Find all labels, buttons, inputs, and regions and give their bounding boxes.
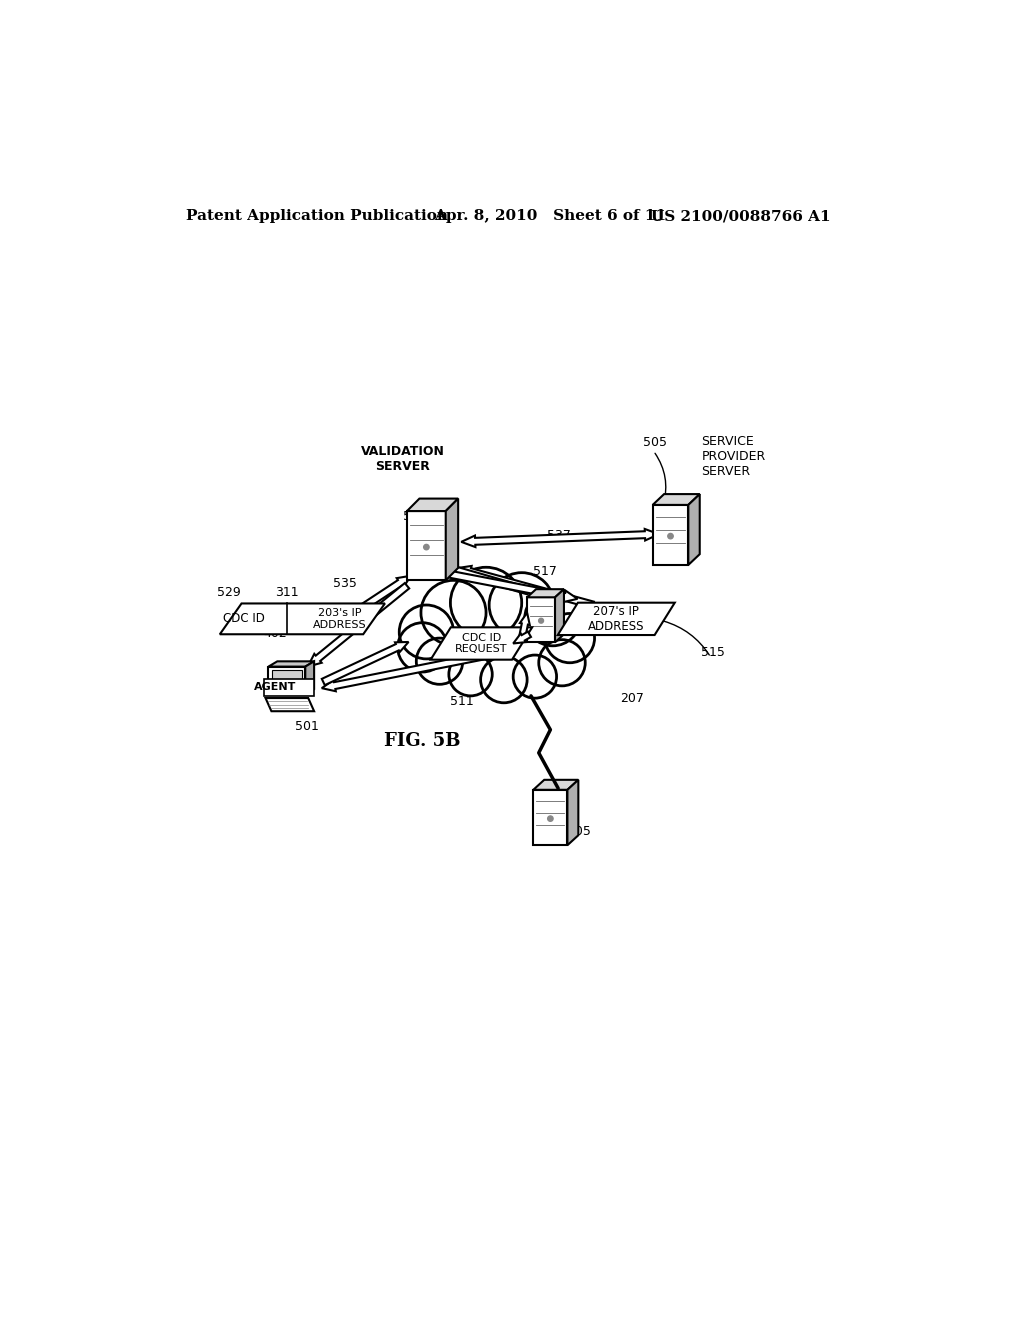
Polygon shape — [513, 631, 531, 644]
Text: 205: 205 — [567, 825, 591, 838]
Polygon shape — [322, 642, 409, 685]
Polygon shape — [431, 627, 532, 660]
Polygon shape — [347, 576, 411, 619]
Text: 207's IP
ADDRESS: 207's IP ADDRESS — [588, 605, 644, 632]
Text: CDC ID
REQUEST: CDC ID REQUEST — [455, 632, 508, 655]
Polygon shape — [652, 494, 699, 506]
Text: VALIDATION
SERVER: VALIDATION SERVER — [360, 445, 444, 473]
Polygon shape — [268, 661, 314, 667]
Text: SERVICE
PROVIDER
SERVER: SERVICE PROVIDER SERVER — [701, 436, 766, 478]
Bar — [263, 678, 314, 696]
Polygon shape — [527, 589, 564, 598]
Text: 505: 505 — [643, 437, 668, 449]
Circle shape — [539, 640, 586, 686]
Text: 537: 537 — [547, 529, 570, 543]
Text: 203's IP
ADDRESS: 203's IP ADDRESS — [312, 609, 367, 630]
Text: 501: 501 — [295, 721, 318, 734]
Circle shape — [451, 568, 521, 638]
Polygon shape — [652, 506, 688, 565]
Text: Apr. 8, 2010   Sheet 6 of 11: Apr. 8, 2010 Sheet 6 of 11 — [434, 209, 667, 223]
Circle shape — [421, 581, 486, 645]
Text: US 2100/0088766 A1: US 2100/0088766 A1 — [651, 209, 830, 223]
Circle shape — [668, 533, 673, 539]
Polygon shape — [423, 624, 569, 671]
Text: FIG. 5B: FIG. 5B — [384, 731, 460, 750]
Polygon shape — [519, 612, 529, 640]
Circle shape — [417, 638, 463, 684]
Polygon shape — [407, 511, 445, 581]
Polygon shape — [458, 566, 594, 609]
Polygon shape — [268, 667, 305, 694]
Circle shape — [397, 623, 447, 672]
Circle shape — [539, 618, 544, 623]
Text: Patent Application Publication: Patent Application Publication — [186, 209, 449, 223]
Text: 527: 527 — [486, 599, 510, 612]
Polygon shape — [558, 603, 675, 635]
Polygon shape — [438, 564, 529, 594]
Polygon shape — [534, 780, 579, 789]
Polygon shape — [445, 499, 458, 581]
Text: 500: 500 — [403, 510, 427, 523]
Text: AGENT: AGENT — [254, 681, 296, 692]
Circle shape — [513, 655, 557, 698]
Circle shape — [489, 573, 554, 638]
Polygon shape — [265, 698, 314, 711]
Polygon shape — [449, 570, 578, 602]
Circle shape — [548, 816, 553, 821]
Circle shape — [545, 614, 595, 663]
Polygon shape — [305, 661, 314, 694]
Text: 402: 402 — [263, 627, 288, 640]
Circle shape — [399, 605, 454, 659]
Polygon shape — [534, 789, 567, 845]
Polygon shape — [567, 780, 579, 845]
Polygon shape — [407, 499, 458, 511]
Polygon shape — [688, 494, 699, 565]
Text: 529: 529 — [217, 586, 241, 599]
Text: CDC ID: CDC ID — [223, 612, 265, 626]
Circle shape — [424, 544, 429, 550]
Polygon shape — [555, 589, 564, 643]
Circle shape — [480, 656, 527, 702]
Circle shape — [525, 590, 581, 645]
Text: 513: 513 — [553, 628, 577, 642]
Text: 533: 533 — [340, 607, 364, 620]
Circle shape — [449, 653, 493, 696]
Text: 311: 311 — [275, 586, 299, 599]
Polygon shape — [527, 598, 555, 643]
Polygon shape — [322, 647, 515, 692]
Text: 535: 535 — [333, 577, 356, 590]
Polygon shape — [272, 669, 302, 692]
Text: 525: 525 — [436, 603, 461, 616]
Text: 517: 517 — [534, 565, 557, 578]
Text: 207: 207 — [621, 692, 644, 705]
Text: 511: 511 — [450, 696, 473, 708]
Polygon shape — [461, 529, 658, 546]
Polygon shape — [220, 603, 385, 635]
Polygon shape — [308, 583, 410, 667]
Text: 515: 515 — [701, 645, 725, 659]
